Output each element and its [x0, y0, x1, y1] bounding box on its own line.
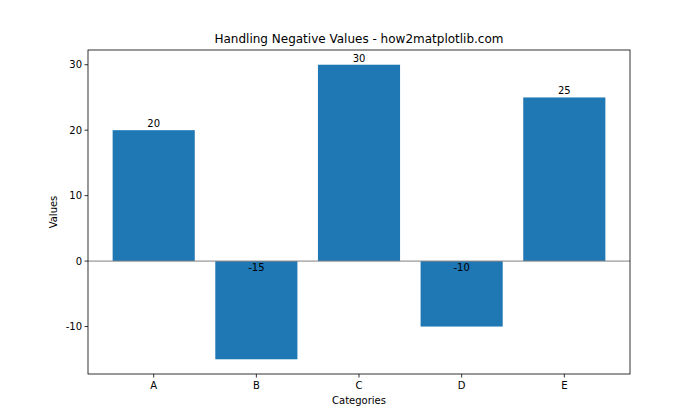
chart-container: -10 0 10 20 30 A B C D E 20 -15 30 -10 25 Handling Nega…	[0, 0, 700, 420]
y-tick-label: 0	[76, 256, 82, 267]
x-tick-label: E	[561, 380, 567, 391]
plot-frame	[88, 50, 630, 374]
data-label: 20	[147, 118, 160, 129]
x-axis-label: Categories	[332, 395, 386, 406]
bars	[113, 65, 606, 360]
x-tick-label: C	[356, 380, 363, 391]
zero-line	[88, 261, 630, 262]
data-label: 25	[558, 85, 571, 96]
chart-svg: -10 0 10 20 30 A B C D E 20 -15 30 -10 25 Handling Nega…	[0, 0, 700, 420]
bar	[318, 65, 400, 261]
y-axis-label: Values	[48, 196, 59, 229]
x-tick-label: B	[253, 380, 260, 391]
y-tick-label: 10	[69, 190, 82, 201]
data-label: -10	[453, 262, 469, 273]
x-tick-label: D	[458, 380, 466, 391]
data-label: 30	[353, 53, 366, 64]
y-tick	[85, 64, 89, 65]
x-tick	[256, 374, 257, 378]
bar	[523, 97, 605, 261]
y-tick	[85, 326, 89, 327]
bar	[215, 261, 297, 359]
y-tick-label: 30	[69, 59, 82, 70]
y-tick	[85, 261, 89, 262]
x-tick	[461, 374, 462, 378]
x-tick	[564, 374, 565, 378]
x-tick	[359, 374, 360, 378]
y-tick	[85, 195, 89, 196]
background	[0, 0, 700, 420]
y-tick	[85, 130, 89, 131]
x-tick-label: A	[150, 380, 157, 391]
y-tick-label: 20	[69, 125, 82, 136]
x-tick	[153, 374, 154, 378]
bar	[421, 261, 503, 326]
data-label: -15	[248, 262, 264, 273]
title: Handling Negative Values - how2matplotli…	[214, 32, 503, 46]
bar	[113, 130, 195, 261]
y-tick-label: -10	[66, 321, 82, 332]
